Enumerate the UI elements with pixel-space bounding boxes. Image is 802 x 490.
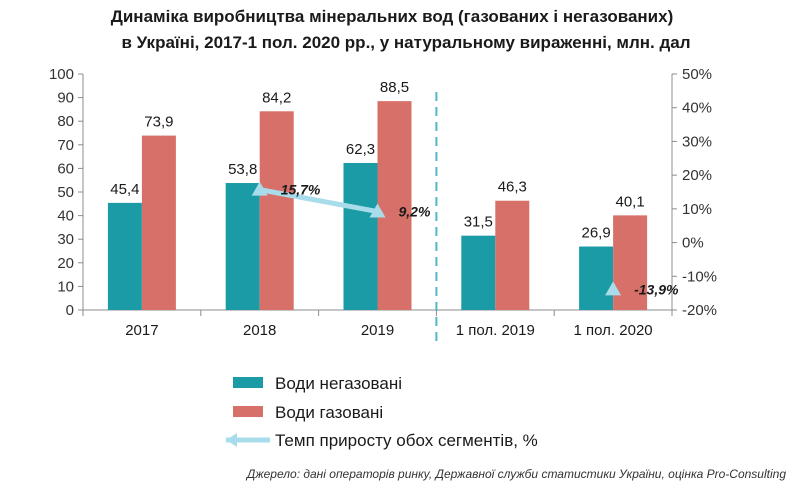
- right-tick-label: 0%: [682, 235, 704, 252]
- data-label-still: 31,5: [464, 214, 493, 231]
- x-tick-label: 2017: [125, 322, 158, 339]
- bar-still: [461, 235, 496, 310]
- left-tick-label: 100: [49, 66, 74, 83]
- left-tick-label: 20: [57, 255, 74, 272]
- growth-data-label: 9,2%: [399, 204, 431, 220]
- data-label-sparkling: 46,3: [498, 179, 527, 196]
- right-tick-label: 30%: [682, 133, 712, 150]
- plot-area: 0 10 20 30 40 50 60 70 80 90 100 -20% -10% 0% 10% 20% 30…: [49, 66, 717, 342]
- left-tick-label: 60: [57, 160, 74, 177]
- bar-still: [343, 162, 378, 310]
- legend-marker-growth: [226, 433, 237, 447]
- left-tick-label: 80: [57, 113, 74, 130]
- data-label-sparkling: 73,9: [144, 114, 173, 131]
- right-tick-label: -20%: [682, 302, 717, 319]
- legend-swatch-sparkling: [233, 406, 263, 417]
- x-tick-label: 2019: [361, 322, 394, 339]
- chart-title-line-1: Динаміка виробництва мінеральних вод (га…: [111, 7, 673, 26]
- right-tick-label: 10%: [682, 201, 712, 218]
- source-note: Джерело: дані операторів ринку, Державно…: [245, 467, 786, 481]
- bar-sparkling: [141, 135, 176, 310]
- bar-sparkling: [259, 111, 294, 311]
- left-tick-label: 30: [57, 231, 74, 248]
- legend-label-growth: Темп приросту обох сегментів, %: [275, 431, 538, 450]
- growth-marker: [251, 181, 268, 196]
- left-tick-label: 50: [57, 184, 74, 201]
- growth-data-label: -13,9%: [634, 281, 679, 297]
- growth-marker: [605, 281, 622, 296]
- data-label-still: 62,3: [346, 141, 375, 158]
- left-tick-label: 10: [57, 278, 74, 295]
- data-label-still: 45,4: [110, 181, 139, 198]
- bar-still: [579, 246, 614, 310]
- growth-data-label: 15,7%: [281, 182, 321, 198]
- x-tick-label: 2018: [243, 322, 276, 339]
- data-label-sparkling: 88,5: [380, 79, 409, 96]
- x-tick-label: 1 пол. 2019: [456, 322, 535, 339]
- bar-still: [225, 183, 260, 310]
- bar-still: [107, 202, 142, 310]
- left-tick-label: 90: [57, 90, 74, 107]
- right-tick-label: -10%: [682, 268, 717, 285]
- left-tick-label: 70: [57, 137, 74, 154]
- legend: Води негазовані Води газовані Темп приро…: [226, 374, 538, 450]
- x-tick-label: 1 пол. 2020: [574, 322, 653, 339]
- growth-line: [259, 187, 378, 215]
- legend-label-still: Води негазовані: [275, 374, 402, 393]
- data-label-still: 53,8: [228, 161, 257, 178]
- chart-title-line-2: в Україні, 2017-1 пол. 2020 рр., у натур…: [121, 33, 690, 52]
- bar-sparkling: [495, 200, 530, 310]
- growth-marker: [369, 203, 386, 218]
- right-tick-label: 20%: [682, 167, 712, 184]
- bar-sparkling: [377, 101, 412, 310]
- legend-label-sparkling: Води газовані: [275, 403, 383, 422]
- right-tick-label: 40%: [682, 100, 712, 117]
- data-label-sparkling: 40,1: [615, 193, 644, 210]
- right-tick-label: 50%: [682, 66, 712, 83]
- left-tick-label: 40: [57, 208, 74, 225]
- left-tick-label: 0: [66, 302, 74, 319]
- legend-swatch-still: [233, 377, 263, 388]
- data-label-sparkling: 84,2: [262, 89, 291, 106]
- data-label-still: 26,9: [581, 225, 610, 242]
